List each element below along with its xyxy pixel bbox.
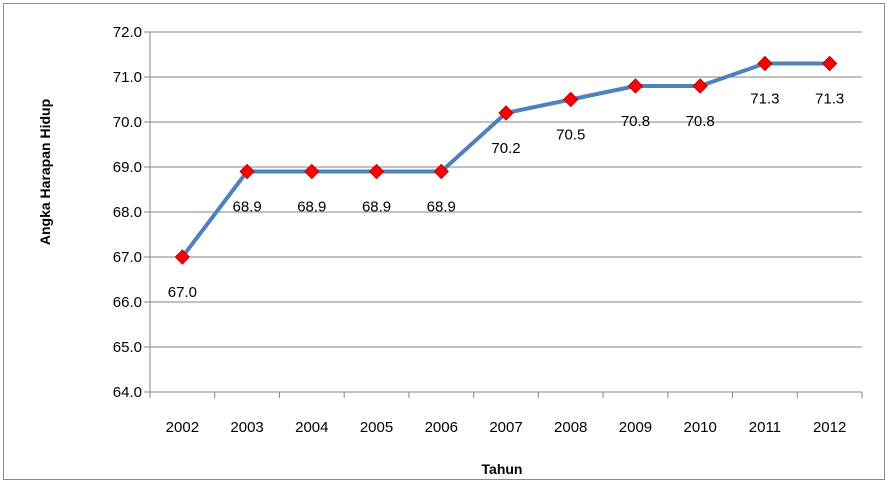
data-label-2003: 68.9 [232,199,261,216]
x-tick-label-2011: 2011 [749,419,781,436]
data-point-2012 [821,55,838,72]
data-point-2005 [368,163,385,180]
x-tick-label-2004: 2004 [295,419,328,436]
y-tick-label-6: 70.0 [113,114,142,131]
data-label-2012: 71.3 [815,91,844,108]
y-tick-labels: 64.0 65.0 66.0 67.0 68.0 69.0 70.0 71.0 72.0 [113,24,142,401]
series-lines [180,61,832,259]
data-label-2002: 67.0 [168,284,197,301]
data-labels: 67.0 68.9 68.9 68.9 68.9 70.2 70.5 70.8 70.8 71.3… [168,91,844,302]
data-label-2009: 70.8 [621,113,650,130]
x-tick-label-2002: 2002 [166,419,199,436]
x-tick-label-2008: 2008 [554,419,587,436]
y-tick-label-2: 66.0 [113,294,142,311]
x-tick-label-2007: 2007 [489,419,522,436]
x-tick-label-2010: 2010 [683,419,716,436]
y-tick-label-0: 64.0 [113,384,142,401]
x-axis-title: Tahun [482,461,523,477]
data-label-2011: 71.3 [750,91,779,108]
data-label-2004: 68.9 [297,199,326,216]
x-tick-label-2012: 2012 [813,419,846,436]
series-markers [174,55,838,265]
data-label-2007: 70.2 [491,140,520,157]
y-tick-label-8: 72.0 [113,24,142,41]
y-axis-title: Angka Harapan Hidup [37,99,53,245]
gridlines [150,31,862,348]
x-tick-label-2003: 2003 [230,419,263,436]
y-tick-label-4: 68.0 [113,204,142,221]
y-tick-label-1: 65.0 [113,339,142,356]
y-tick-label-5: 69.0 [113,159,142,176]
y-tick-label-3: 67.0 [113,249,142,266]
series-line-0 [180,61,832,259]
data-point-2010 [692,78,708,94]
data-point-2004 [304,163,320,180]
data-point-2011 [757,55,773,72]
x-tick-label-2009: 2009 [619,419,652,436]
data-label-2010: 70.8 [686,113,715,130]
data-label-2006: 68.9 [427,199,456,216]
data-point-2007 [498,105,514,121]
x-tick-labels: 2002 2003 2004 2005 2006 2007 2008 2009 2010 2011… [166,419,847,436]
x-tick-label-2006: 2006 [425,419,458,436]
data-point-2008 [563,91,579,108]
data-point-2006 [433,163,449,180]
data-label-2008: 70.5 [556,127,585,144]
data-point-2003 [239,163,255,180]
x-tick-label-2005: 2005 [360,419,393,436]
data-label-2005: 68.9 [362,199,391,216]
y-tick-label-7: 71.0 [113,69,142,86]
data-point-2002 [174,249,191,265]
axes [144,31,863,398]
data-point-2009 [627,78,644,94]
